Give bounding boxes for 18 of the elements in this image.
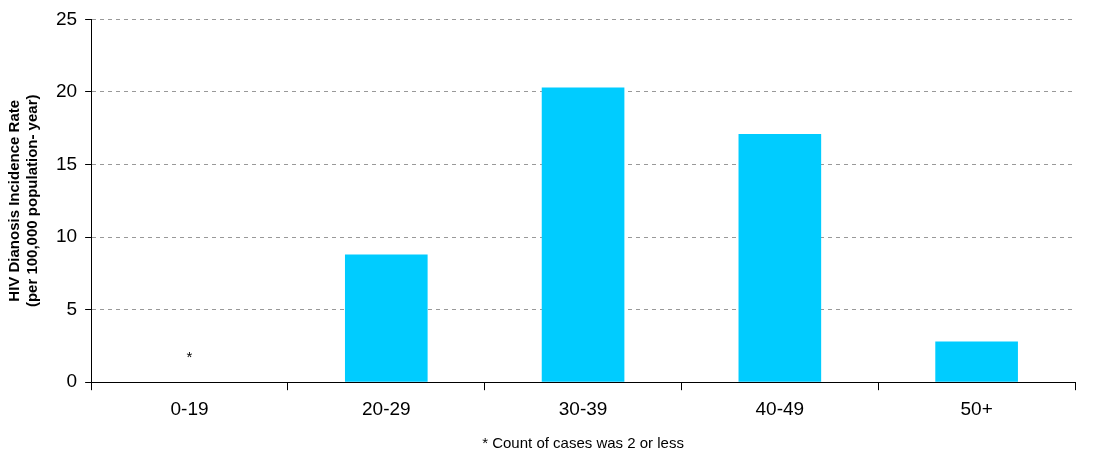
bar	[935, 341, 1018, 382]
y-axis-title: HIV Dianosis Incidence Rate (per 100,000 population- year)	[5, 94, 41, 308]
text: * Count of cases was 2 or less	[482, 433, 684, 451]
x-tick-label: 40-49	[755, 397, 805, 419]
y-tick-label: 15	[55, 152, 78, 174]
y-tick-label: 0	[66, 370, 78, 392]
x-tick-label: 20-29	[361, 397, 411, 419]
bar	[738, 134, 822, 382]
annotation: *	[186, 348, 193, 366]
y-tick-label: 5	[66, 297, 78, 319]
x-tick-label: 50+	[960, 397, 993, 419]
bar	[541, 87, 625, 382]
y-tick-label: 25	[55, 7, 78, 29]
y-tick-label: 10	[55, 225, 78, 247]
y-tick-label: 20	[55, 80, 78, 102]
x-tick-label: 30-39	[558, 397, 608, 419]
bar	[344, 254, 428, 382]
x-tick-label: 0-19	[170, 397, 209, 419]
